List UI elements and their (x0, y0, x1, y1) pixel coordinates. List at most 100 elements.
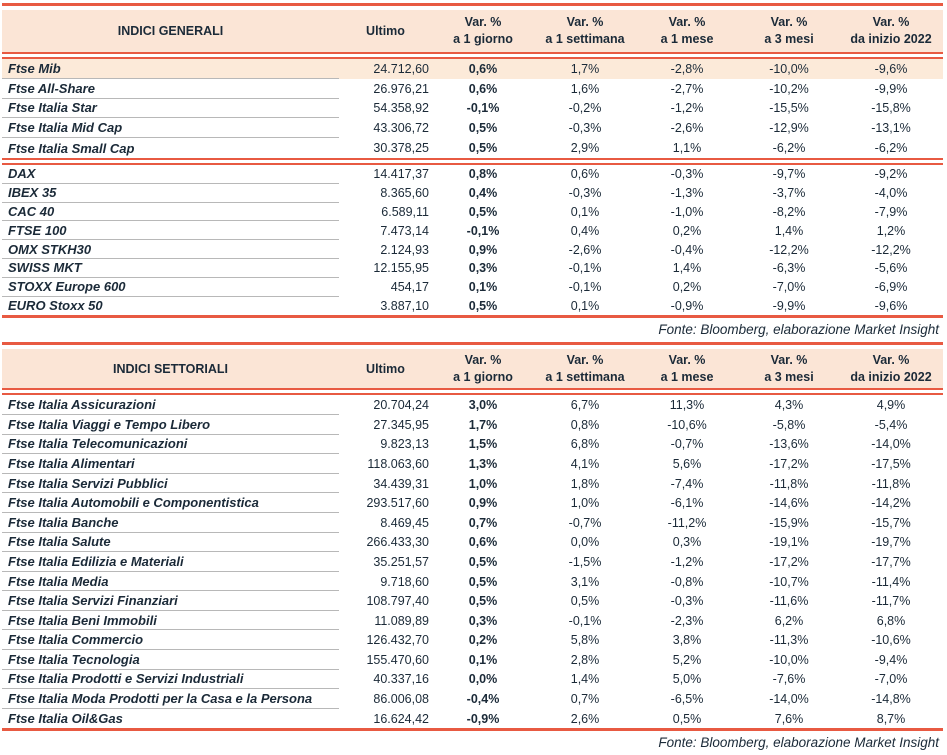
table-row: Ftse All-Share 26.976,21 0,6% 1,6% -2,7% -10,… (2, 79, 943, 99)
var-cell-2: 0,7% (570, 692, 600, 707)
table-row: CAC 40 6.589,11 0,5% 0,1% -1,0% -8,2% -7,9% (2, 203, 943, 222)
var-cell-2: 1,4% (570, 672, 600, 687)
var-cell-2: 3,1% (570, 574, 600, 589)
var-cell-4: -10,7% (769, 574, 809, 589)
var-cell-5: -10,6% (871, 633, 911, 648)
var-cell-4: 6,2% (774, 613, 804, 628)
var-cell-5: -7,9% (874, 204, 908, 219)
source-note: Fonte: Bloomberg, elaborazione Market In… (658, 735, 939, 751)
var-header-line1: Var. % (770, 15, 808, 29)
ultimo-cell: 86.006,08 (373, 692, 429, 707)
table-row: Ftse Italia Telecomunicazioni 9.823,13 1,5… (2, 435, 943, 455)
index-name-cell: Ftse Italia Beni Immobili (2, 611, 339, 631)
var-header-line1: Var. % (464, 352, 502, 367)
var-cell-2: -0,1% (568, 613, 602, 628)
var-cell-5: -14,8% (871, 692, 911, 707)
index-name-cell: FTSE 100 (2, 221, 339, 241)
index-name-cell: Ftse Italia Media (2, 572, 339, 592)
var-cell-3: 3,8% (672, 633, 702, 648)
var-cell-5: -5,6% (874, 261, 908, 276)
var-cell-1: 0,3% (468, 613, 498, 628)
var-cell-2: 0,1% (570, 204, 600, 219)
var-cell-5: -9,4% (874, 652, 908, 667)
var-cell-2: -0,1% (568, 280, 602, 295)
var-cell-3: 1,1% (672, 141, 702, 156)
index-name-cell: Ftse Italia Oil&Gas (8, 711, 123, 727)
var-cell-3: -11,2% (667, 515, 707, 530)
ultimo-cell: 7.473,14 (380, 223, 429, 238)
var-cell-1: 0,5% (468, 121, 498, 136)
index-name-cell: Ftse Italia Servizi Finanziari (2, 591, 339, 611)
var-cell-4: -10,2% (769, 81, 809, 96)
var-cell-5: -9,6% (874, 298, 908, 313)
var-cell-1: 0,6% (468, 61, 498, 76)
ultimo-cell: 14.417,37 (373, 167, 429, 182)
var-cell-3: -2,6% (670, 121, 704, 136)
table-row: IBEX 35 8.365,60 0,4% -0,3% -1,3% -3,7% -4,0% (2, 184, 943, 203)
var-cell-3: -0,8% (670, 574, 704, 589)
var-header-line1: Var. % (668, 352, 706, 367)
var-cell-2: -0,1% (568, 261, 602, 276)
table-row: Ftse Italia Assicurazioni 20.704,24 3,0% 6,… (2, 395, 943, 415)
var-cell-2: 2,8% (570, 652, 600, 667)
column-header-var-5: Var. % da inizio 2022 (840, 14, 942, 48)
var-cell-5: -11,8% (871, 476, 911, 491)
var-header-line2: da inizio 2022 (850, 32, 932, 46)
var-cell-4: -14,0% (769, 692, 809, 707)
column-header-var-3: Var. % a 1 mese (636, 352, 738, 386)
column-header-ultimo: Ultimo (366, 361, 405, 376)
var-cell-4: -3,7% (772, 186, 806, 201)
var-cell-5: 4,9% (876, 398, 906, 413)
index-name-cell: Ftse All-Share (2, 79, 339, 99)
index-name-cell: Ftse Mib (2, 59, 339, 79)
column-header-var-3: Var. % a 1 mese (636, 14, 738, 48)
var-header-line2: a 3 mesi (764, 369, 814, 384)
ultimo-cell: 30.378,25 (373, 141, 429, 156)
var-cell-5: -12,2% (871, 242, 911, 257)
column-header-var-4: Var. % a 3 mesi (738, 352, 840, 386)
var-cell-4: -9,9% (772, 298, 806, 313)
ultimo-cell: 24.712,60 (373, 61, 429, 76)
var-cell-3: 5,6% (672, 456, 702, 471)
var-cell-4: -7,0% (772, 280, 806, 295)
var-cell-4: -6,2% (772, 141, 806, 156)
table-row: Ftse Italia Commercio 126.432,70 0,2% 5,8% 3… (2, 630, 943, 651)
table-row: Ftse Italia Mid Cap 43.306,72 0,5% -0,3% -2,… (2, 118, 943, 139)
var-cell-3: -7,4% (670, 476, 704, 491)
table-row: Ftse Italia Media 9.718,60 0,5% 3,1% -0,8% -1… (2, 572, 943, 592)
var-cell-1: 0,4% (468, 186, 498, 201)
group-divider (2, 157, 943, 165)
var-cell-4: -5,8% (772, 417, 806, 432)
var-cell-5: -6,9% (874, 280, 908, 295)
table-row: Ftse Mib 24.712,60 0,6% 1,7% -2,8% -10,0% -9,6… (2, 59, 943, 79)
var-cell-3: 11,3% (669, 398, 705, 413)
var-cell-3: -1,3% (670, 186, 704, 201)
ultimo-cell: 40.337,16 (373, 672, 429, 687)
var-cell-1: 0,9% (468, 242, 498, 257)
var-cell-5: -11,4% (871, 574, 911, 589)
ultimo-cell: 8.365,60 (380, 186, 429, 201)
var-cell-4: -10,0% (769, 652, 809, 667)
var-cell-5: -14,2% (871, 496, 911, 511)
ultimo-cell: 27.345,95 (373, 417, 429, 432)
index-name-cell: CAC 40 (2, 203, 339, 222)
var-header-line1: Var. % (668, 15, 706, 29)
var-cell-4: -6,3% (772, 261, 806, 276)
var-header-line2: a 1 mese (660, 369, 714, 384)
var-header-line2: a 1 giorno (453, 32, 513, 46)
index-name-cell: Ftse Italia Tecnologia (2, 650, 339, 670)
ultimo-cell: 266.433,30 (366, 535, 429, 550)
var-cell-2: -0,3% (568, 121, 602, 136)
var-header-line2: a 3 mesi (764, 32, 814, 46)
index-name-cell: STOXX Europe 600 (2, 278, 339, 297)
var-cell-3: 0,2% (672, 223, 702, 238)
var-cell-5: -11,7% (871, 594, 911, 609)
var-cell-1: 0,0% (468, 672, 498, 687)
var-cell-1: 0,2% (468, 633, 498, 648)
var-cell-1: 0,8% (468, 167, 498, 182)
var-cell-3: 1,4% (672, 261, 702, 276)
column-header-var-1: Var. % a 1 giorno (432, 352, 534, 386)
var-cell-2: 0,4% (570, 223, 600, 238)
index-name-cell: Ftse Italia Prodotti e Servizi Industria… (2, 670, 339, 690)
var-cell-3: -0,9% (670, 298, 704, 313)
